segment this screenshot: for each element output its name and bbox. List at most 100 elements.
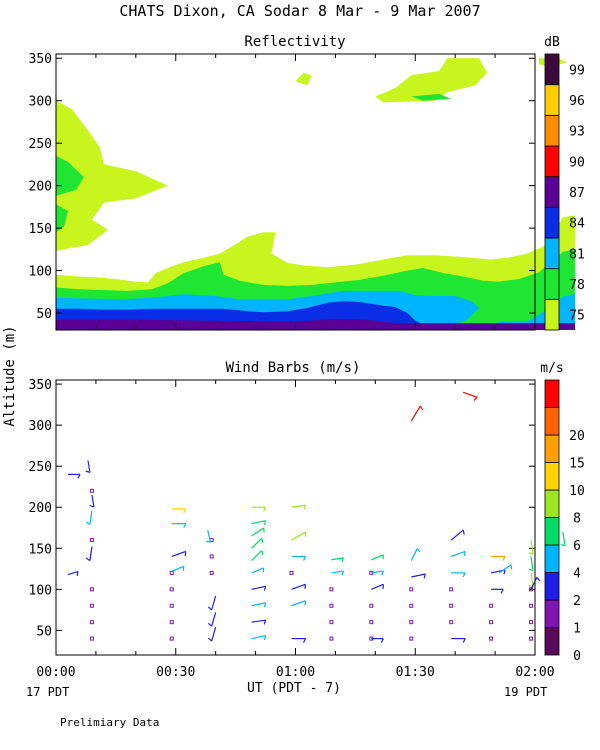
wind-barb: [530, 577, 538, 590]
wind-barb: [530, 556, 534, 571]
wind-barb-feather: [263, 602, 267, 608]
wind-barb-feather: [536, 576, 541, 582]
colorbar-swatch: [544, 407, 560, 436]
wind-barb-feather: [261, 550, 264, 556]
colorbar-swatch: [544, 489, 560, 518]
calm-marker: [529, 620, 534, 625]
colorbar-swatch: [544, 599, 560, 628]
calm-marker: [529, 603, 534, 608]
reflectivity-patch-78: [56, 204, 68, 233]
colorbar-label: 1: [573, 622, 581, 637]
wind-barb-feather: [341, 570, 344, 576]
calm-marker: [409, 587, 414, 592]
wind-barb-feather: [423, 573, 426, 579]
wind-barb: [291, 531, 306, 541]
calm-marker: [209, 570, 214, 575]
wind-barb: [89, 510, 93, 525]
wind-barb-feather: [500, 589, 504, 594]
wind-barb-feather: [302, 638, 307, 643]
wind-barb: [211, 595, 217, 611]
wind-barb-feather: [85, 521, 91, 526]
colorbar-swatch: [544, 572, 560, 601]
calm-marker: [89, 587, 94, 592]
y-tick-label: 250: [29, 460, 52, 475]
y-tick-label: 50: [36, 624, 52, 639]
wind-barb: [171, 550, 186, 558]
colorbar-swatch: [544, 114, 560, 147]
colorbar-label: 87: [569, 186, 585, 201]
wind-barb-feather: [503, 569, 506, 575]
wind-barbs-title: Wind Barbs (m/s): [226, 360, 361, 376]
colorbar-swatch: [544, 544, 560, 573]
wind-barb-feather: [304, 600, 307, 606]
wind-barbs-frame: [55, 379, 536, 656]
reflectivity-axes: 50 100 150 200 250 300 350: [29, 52, 536, 330]
colorbar-swatch: [544, 145, 560, 178]
calm-marker: [489, 603, 494, 608]
wind-barb-feather: [462, 638, 466, 643]
calm-marker: [169, 636, 174, 641]
colorbar-label: 6: [573, 539, 581, 554]
wind-barb-feather: [263, 619, 267, 625]
wind-barb-feather: [183, 508, 187, 514]
colorbar-label: 75: [569, 309, 585, 324]
calm-marker: [169, 587, 174, 592]
wind-barb: [67, 570, 79, 576]
y-tick-label: 350: [29, 378, 52, 393]
wind-barb-feather: [85, 470, 91, 474]
footnote: Prelimiary Data: [60, 716, 159, 729]
y-tick-label: 50: [36, 307, 52, 322]
x-tick-label: 01:30: [396, 665, 435, 680]
calm-marker: [489, 620, 494, 625]
wind-barb-feather: [263, 506, 267, 512]
y-tick-label: 300: [29, 419, 52, 434]
wind-barb-feather: [502, 556, 506, 561]
wind-barb-feather: [381, 570, 384, 576]
y-tick-label: 100: [29, 265, 52, 280]
reflectivity-colorbar-unit: dB: [544, 35, 560, 50]
wind-barb-feather: [464, 551, 466, 557]
wind-barb: [211, 612, 217, 627]
wind-barb: [291, 600, 306, 607]
calm-marker: [489, 636, 494, 641]
reflectivity-colorbar: dB 75 78 81 84 87 90 93 96 99: [544, 35, 585, 331]
wind-barb-feather: [416, 548, 421, 553]
colorbar-swatch: [544, 206, 560, 239]
calm-marker: [89, 488, 94, 493]
y-tick-label: 150: [29, 222, 52, 237]
colorbar-label: 2: [573, 594, 581, 609]
calm-marker: [329, 603, 334, 608]
wind-colorbar-unit: m/s: [540, 361, 563, 376]
x-tick-label: 01:00: [276, 665, 315, 680]
calm-marker: [89, 620, 94, 625]
wind-barb: [89, 546, 93, 561]
x-tick-label: 00:30: [156, 665, 195, 680]
wind-barb-feather: [510, 564, 513, 570]
colorbar-label: 84: [569, 217, 585, 232]
wind-barb: [291, 504, 306, 508]
calm-marker: [329, 587, 334, 592]
colorbar-label: 10: [569, 484, 585, 499]
wind-barb-feather: [184, 551, 187, 557]
calm-marker: [409, 603, 414, 608]
colorbar-label: 15: [569, 457, 585, 472]
y-tick-label: 200: [29, 501, 52, 516]
wind-barb: [411, 573, 426, 578]
calm-marker: [529, 636, 534, 641]
wind-barb: [331, 557, 344, 561]
wind-barb: [251, 550, 263, 562]
wind-barb: [462, 391, 478, 398]
colorbar-swatch: [544, 517, 560, 546]
reflectivity-patch-75: [375, 58, 488, 103]
wind-barb: [291, 583, 306, 590]
y-tick-label: 300: [29, 95, 52, 110]
wind-barb-feather: [263, 635, 267, 641]
x-axis-label: UT (PDT - 7): [247, 681, 341, 696]
reflectivity-patch-75: [56, 100, 168, 251]
wind-barb: [562, 531, 566, 546]
y-tick-label: 150: [29, 542, 52, 557]
wind-barb: [450, 529, 464, 541]
wind-barb: [410, 548, 418, 561]
colorbar-swatch: [544, 462, 560, 491]
